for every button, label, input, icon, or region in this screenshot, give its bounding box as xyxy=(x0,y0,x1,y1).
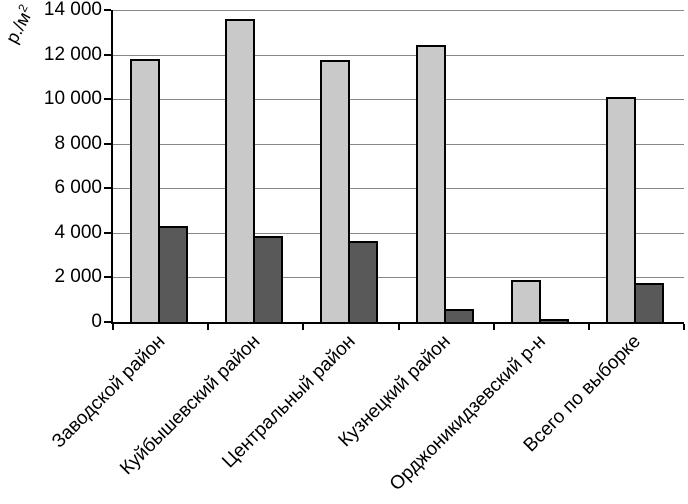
x-category-label: Орджоникидзевский р-н xyxy=(386,331,551,496)
bar-dark xyxy=(348,241,379,322)
bar-light xyxy=(415,45,446,322)
y-tick-label: 4 000 xyxy=(54,221,102,243)
y-axis-tick xyxy=(104,187,111,190)
x-axis-tick xyxy=(683,324,685,330)
x-axis-tick xyxy=(587,324,590,330)
gridline xyxy=(113,188,684,190)
y-axis-tick xyxy=(104,98,111,101)
y-tick-label: 6 000 xyxy=(54,177,102,199)
gridline xyxy=(113,277,684,279)
bar-dark xyxy=(633,283,664,322)
y-axis-tick xyxy=(104,321,111,323)
bar-group xyxy=(589,10,684,322)
bar-light xyxy=(320,60,351,322)
bar-group xyxy=(399,10,494,322)
gridline xyxy=(113,99,684,101)
bar-dark xyxy=(158,226,188,322)
x-axis-tick xyxy=(302,324,305,330)
bar-light xyxy=(225,19,256,322)
x-axis-tick xyxy=(207,324,210,330)
y-tick-label: 10 000 xyxy=(43,88,102,110)
x-axis-tick xyxy=(112,324,114,330)
bar-group xyxy=(113,10,208,322)
gridline xyxy=(113,10,684,11)
y-axis-tick xyxy=(104,231,111,234)
y-tick-label: 12 000 xyxy=(43,43,102,65)
bar-dark xyxy=(443,309,474,322)
y-axis-tick xyxy=(104,276,111,279)
y-tick-label: 0 xyxy=(91,311,102,332)
bar-dark xyxy=(538,319,569,322)
y-tick-label: 14 000 xyxy=(43,0,102,20)
gridline xyxy=(113,143,684,145)
y-axis-tick xyxy=(104,53,111,56)
x-axis-tick xyxy=(397,324,400,330)
gridline xyxy=(113,232,684,234)
gridline xyxy=(113,54,684,56)
x-axis-tick xyxy=(492,324,495,330)
bar-group xyxy=(208,10,303,322)
y-axis-tick xyxy=(104,9,111,11)
bar-light xyxy=(130,59,160,322)
bar-light xyxy=(510,280,541,322)
y-axis-tick xyxy=(104,142,111,145)
plot-area xyxy=(111,10,684,324)
bar-group xyxy=(303,10,398,322)
bar-group xyxy=(494,10,589,322)
y-tick-label: 2 000 xyxy=(54,266,102,288)
y-tick-label: 8 000 xyxy=(54,132,102,154)
bar-dark xyxy=(253,236,284,322)
bar-light xyxy=(605,97,636,322)
